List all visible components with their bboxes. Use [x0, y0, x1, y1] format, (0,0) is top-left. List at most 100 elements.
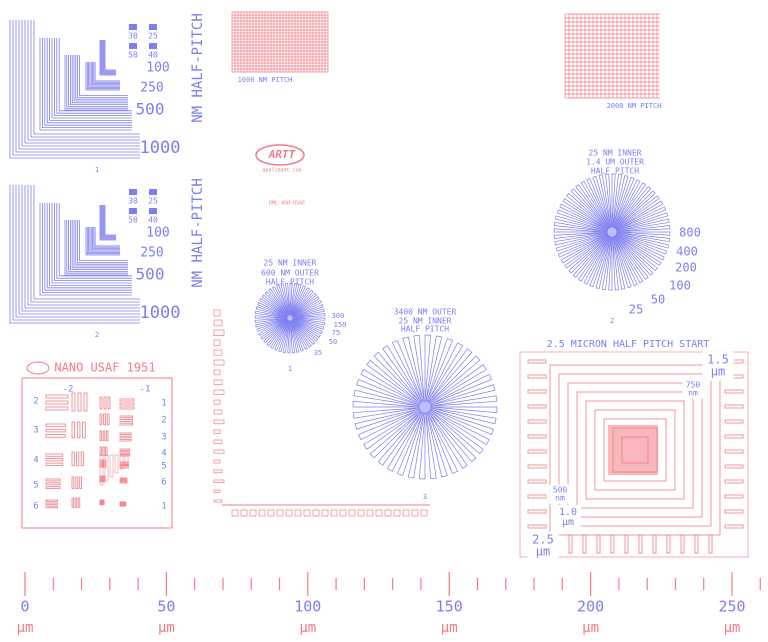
wedge: [614, 186, 652, 229]
l-line: [66, 55, 128, 109]
usaf-bar: [45, 482, 61, 486]
wedge: [612, 236, 626, 290]
scale-bar: [339, 509, 347, 517]
square-bar: [724, 404, 744, 409]
block: [149, 189, 157, 195]
square-bar: [724, 389, 744, 394]
wedge: [292, 300, 322, 317]
wedge: [257, 302, 288, 318]
usaf-bar: [119, 398, 135, 402]
usaf-small: [119, 454, 124, 470]
l-line: [51, 38, 132, 119]
block: [149, 43, 157, 49]
logo-shape: [255, 144, 305, 166]
label: 100: [146, 226, 169, 241]
l-line: [27, 185, 140, 306]
wedge: [616, 218, 670, 232]
scale-bar: [357, 509, 365, 517]
l-line: [46, 203, 132, 289]
square-bar: [724, 494, 744, 499]
square-bar: [680, 534, 685, 554]
square-bar: [724, 479, 744, 484]
square-bar: [527, 404, 547, 409]
l-line: [70, 220, 128, 271]
wedge: [613, 236, 632, 289]
usaf-bar: [119, 504, 126, 507]
wedge: [352, 407, 420, 419]
wedge: [254, 318, 288, 323]
label: 800: [679, 226, 701, 240]
wedge: [353, 389, 420, 407]
square-ring: [603, 418, 667, 482]
l-line: [64, 55, 128, 111]
label: 2: [161, 416, 166, 426]
l-line: [58, 203, 132, 277]
square-bar: [527, 359, 547, 364]
wedge: [554, 232, 608, 246]
l-line: [27, 20, 140, 141]
wedge: [586, 177, 611, 228]
square-bar: [652, 534, 657, 554]
usaf-bar: [99, 396, 103, 410]
scale-bar: [321, 509, 329, 517]
usaf-bar: [71, 497, 74, 508]
l-line: [54, 38, 132, 116]
label: 100: [294, 598, 321, 616]
usaf-bar: [76, 421, 81, 439]
usaf-bar: [71, 451, 75, 467]
label: nm: [555, 494, 565, 503]
l-line: [86, 62, 120, 90]
scale-bar: [213, 309, 221, 317]
label: 250: [140, 246, 163, 261]
wedge: [280, 283, 290, 316]
l-line: [24, 185, 140, 309]
square-bar: [724, 524, 744, 529]
label: 500: [136, 100, 165, 119]
label: 5: [33, 481, 38, 491]
l-line: [77, 55, 128, 98]
scale-bar: [213, 489, 221, 493]
label: 6: [161, 478, 166, 488]
wedge: [616, 225, 671, 232]
scale-bar: [303, 509, 311, 517]
l-line: [73, 220, 128, 267]
wedge: [577, 235, 610, 282]
wedge: [557, 233, 608, 258]
wedge: [429, 373, 492, 405]
label: 1.4 UM OUTER: [586, 158, 644, 167]
l-line: [30, 20, 140, 138]
usaf-bar: [75, 476, 79, 489]
wedge: [278, 320, 290, 353]
wedge: [615, 195, 660, 230]
usaf-bar: [83, 392, 88, 412]
wedge: [382, 345, 422, 403]
scale-bar: [348, 509, 356, 517]
wedge: [270, 320, 289, 349]
scale-bar: [213, 349, 223, 356]
label: 300: [332, 312, 345, 320]
label: 2000 NM PITCH: [607, 102, 662, 110]
wedge: [616, 232, 669, 249]
wedge: [356, 378, 420, 406]
wedge: [366, 359, 421, 404]
wedge: [292, 319, 321, 338]
wedge: [430, 408, 494, 436]
wedge: [274, 320, 290, 351]
wedge: [566, 192, 609, 230]
label: 3: [423, 493, 427, 501]
wedge: [616, 212, 669, 231]
wedge: [260, 319, 288, 340]
scale-bar: [213, 409, 223, 415]
wedge: [430, 384, 496, 406]
label: µm: [17, 620, 34, 636]
usaf-bar: [74, 497, 78, 508]
l-line: [66, 220, 128, 274]
wedge: [292, 318, 326, 326]
l-line: [79, 55, 128, 96]
scale-bar: [213, 329, 225, 336]
square-core: [608, 425, 658, 475]
usaf-bar: [45, 434, 66, 438]
usaf-bar: [45, 478, 61, 482]
usaf-small: [104, 454, 109, 482]
block: [129, 208, 137, 214]
